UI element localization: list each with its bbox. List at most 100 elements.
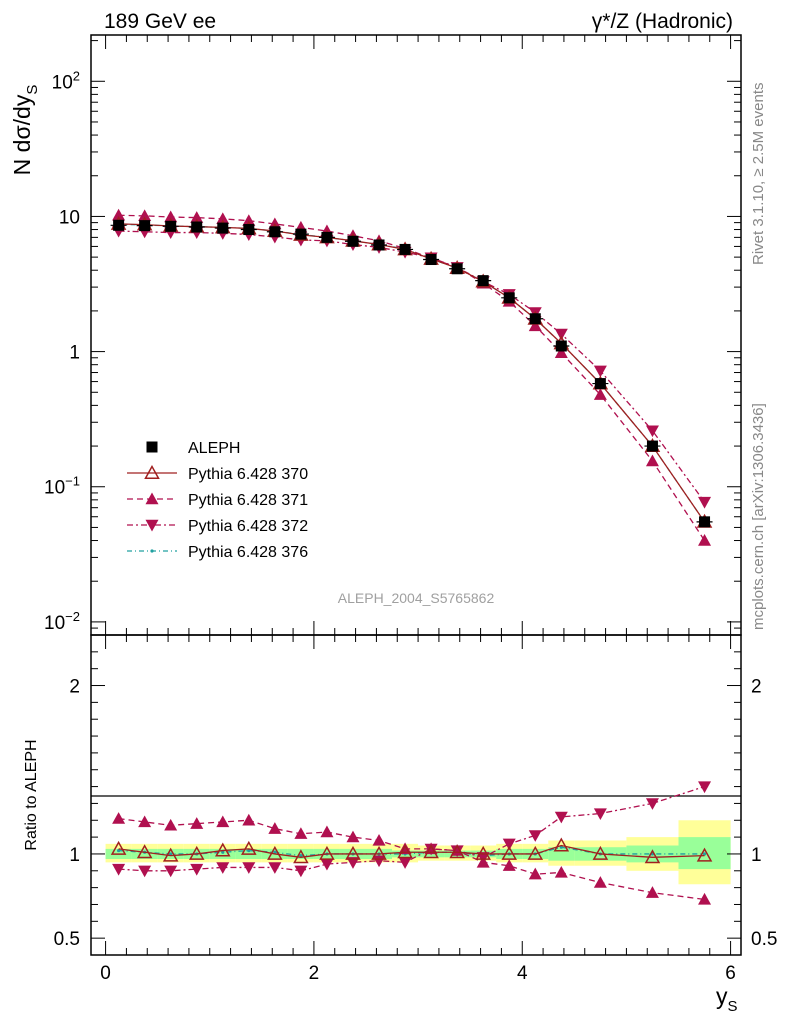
main-point-data <box>321 231 333 243</box>
main-y-tick-label-base: 10 <box>52 72 73 93</box>
main-y-tick-label-base: 1 <box>69 343 80 364</box>
ratio-point-p370 <box>696 847 713 862</box>
legend: ALEPH Pythia 6.428 370 Pythia 6.428 371 Pyt… <box>127 440 308 561</box>
ratio-point-p371 <box>242 813 256 826</box>
ratio-point-p372 <box>242 862 256 874</box>
ratio-point-p370 <box>267 845 283 860</box>
ratio-point-p371 <box>112 812 126 824</box>
ratio-point-p370 <box>345 845 361 860</box>
x-axis-title-base: y <box>716 983 728 1009</box>
ratio-point-p372 <box>190 863 204 876</box>
main-point-p371 <box>242 214 256 226</box>
ratio-line-p370 <box>118 844 705 858</box>
ratio-point-p376 <box>299 854 303 858</box>
main-point-data <box>503 292 515 304</box>
ratio-point-p371 <box>554 865 568 878</box>
ratio-point-p376 <box>221 850 225 854</box>
ratio-data-layer <box>110 781 713 905</box>
main-point-p371 <box>138 209 152 222</box>
ratio-point-p372 <box>554 811 568 824</box>
ratio-y-tick-label: 0.5 <box>54 929 80 950</box>
ratio-panel: 0.5 0.5 1 1 2 2 0 2 4 6 <box>54 634 777 984</box>
ratio-y-tick-label: 2 <box>69 677 80 698</box>
ratio-point-p370 <box>592 845 609 860</box>
legend-label-data: ALEPH <box>188 440 240 457</box>
ratio-point-p370 <box>553 837 570 852</box>
ratio-point-p372 <box>346 857 360 869</box>
ratio-point-p371 <box>294 827 308 839</box>
main-point-data <box>646 440 658 452</box>
main-y-tick-label: 10 <box>59 207 80 228</box>
ratio-x-axis: 0 2 4 6 <box>100 635 736 984</box>
legend-label-p371: Pythia 6.428 371 <box>188 492 308 509</box>
main-y-tick-label-exp: 2 <box>73 68 80 83</box>
ratio-point-p372 <box>698 781 712 794</box>
ratio-point-p372 <box>138 865 152 878</box>
ratio-x-tick-label: 4 <box>517 963 528 984</box>
main-point-p371 <box>698 534 712 546</box>
rivet-version-label: Rivet 3.1.10, ≥ 2.5M events <box>750 83 767 266</box>
ratio-point-p371 <box>164 818 178 831</box>
ratio-point-p372 <box>645 798 659 810</box>
main-point-data <box>399 243 411 255</box>
legend-label-p370: Pythia 6.428 370 <box>188 466 308 483</box>
main-point-data <box>269 226 281 238</box>
main-point-data <box>594 378 606 390</box>
main-y-tick-label: 10−1 <box>44 474 80 499</box>
ratio-point-p370 <box>214 842 231 857</box>
ratio-point-p372 <box>320 858 334 871</box>
ratio-x-tick-label: 0 <box>100 963 111 984</box>
ratio-y-tick-label-right: 2 <box>751 677 762 698</box>
ratio-point-p372 <box>112 863 126 876</box>
main-y-axis-title-base: N dσ/dy <box>9 94 35 175</box>
ratio-point-p371 <box>372 833 386 846</box>
main-y-tick-label-base: 10 <box>44 613 65 634</box>
main-point-p371 <box>554 346 568 358</box>
main-point-p371 <box>164 210 178 223</box>
ratio-point-p370 <box>241 840 257 855</box>
legend-marker-p372 <box>145 519 159 532</box>
main-point-data <box>477 275 489 287</box>
main-point-data <box>555 340 567 352</box>
ratio-x-tick-label: 2 <box>309 963 320 984</box>
main-y-tick-label: 102 <box>52 68 80 93</box>
ratio-point-p370 <box>110 840 127 855</box>
ratio-point-p371 <box>528 867 542 880</box>
ratio-point-p371 <box>502 859 516 871</box>
main-y-tick-label-exp: −2 <box>65 609 80 624</box>
legend-marker-p371 <box>145 492 159 505</box>
main-point-p371 <box>216 212 230 225</box>
ratio-point-p371 <box>268 822 282 834</box>
main-x-ticks <box>105 35 732 635</box>
ratio-point-p371 <box>216 815 230 828</box>
ratio-point-p371 <box>698 892 712 905</box>
main-y-tick-label-exp: −1 <box>65 474 80 489</box>
ratio-y-tick-label: 1 <box>69 845 80 866</box>
main-point-data <box>347 235 359 247</box>
x-axis-title-sub: S <box>728 998 738 1015</box>
main-point-p372 <box>554 328 568 341</box>
main-data-layer <box>110 208 713 546</box>
ratio-point-p372 <box>398 857 412 869</box>
main-point-p371 <box>528 319 542 332</box>
legend-marker-p370 <box>144 464 160 479</box>
ratio-point-p372 <box>216 862 230 874</box>
main-point-data <box>139 220 151 232</box>
main-point-data <box>191 221 203 233</box>
main-y-tick-label-base: 10 <box>59 207 80 228</box>
ratio-band-inner <box>131 848 158 859</box>
main-point-data <box>217 222 229 234</box>
ratio-point-p376 <box>273 850 277 854</box>
ratio-point-p370 <box>527 845 544 860</box>
ratio-band-inner <box>209 848 236 859</box>
ratio-point-p371 <box>346 830 360 843</box>
main-point-data <box>699 516 711 528</box>
ratio-point-p372 <box>268 862 282 874</box>
ratio-point-p370 <box>319 845 335 860</box>
ratio-point-p371 <box>645 886 659 898</box>
main-point-p371 <box>190 211 204 223</box>
main-point-data <box>113 219 125 231</box>
main-y-axis-title: N dσ/dyS <box>9 85 41 176</box>
main-point-data <box>373 239 385 251</box>
